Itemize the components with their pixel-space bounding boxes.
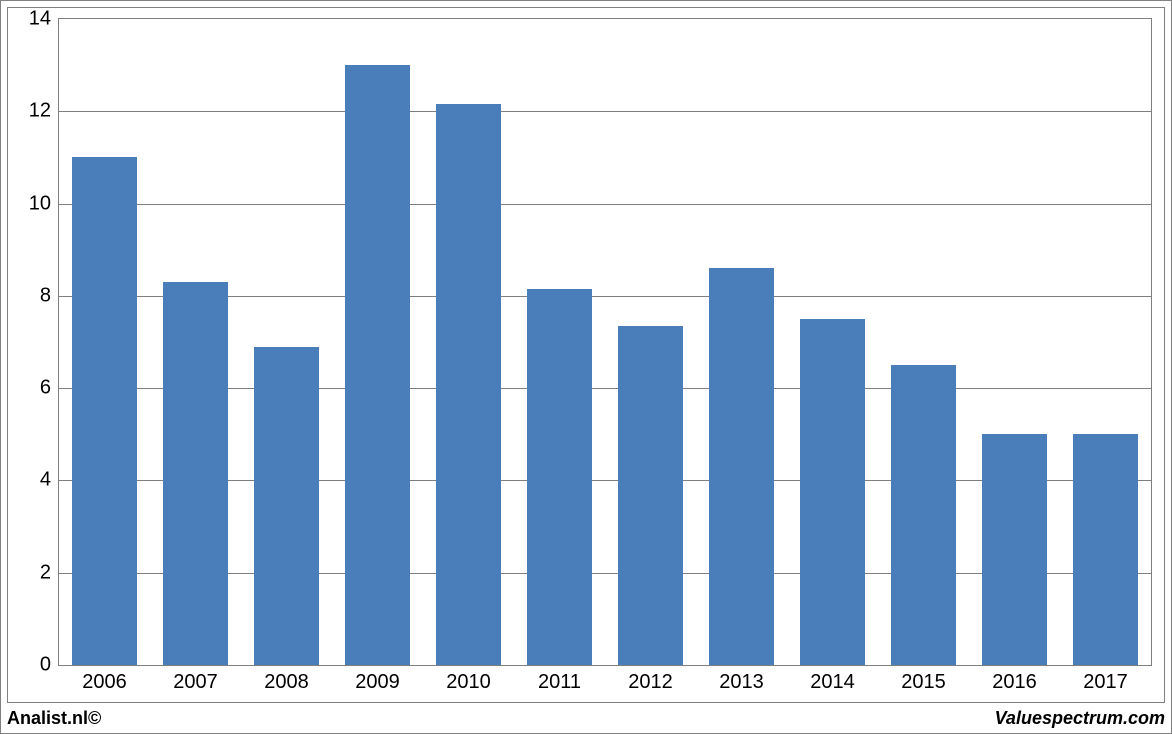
footer-right-label: Valuespectrum.com	[995, 708, 1165, 729]
bar	[163, 282, 229, 665]
x-tick-label: 2008	[264, 665, 309, 694]
x-tick-label: 2009	[355, 665, 400, 694]
x-tick-label: 2017	[1083, 665, 1128, 694]
y-tick-label: 8	[40, 284, 59, 307]
y-tick-label: 6	[40, 377, 59, 400]
x-tick-label: 2007	[173, 665, 218, 694]
x-tick-label: 2010	[446, 665, 491, 694]
y-tick-label: 10	[29, 192, 59, 215]
chart-frame: 0 2 4 6 8 10 12 14 2006 2007 2008 2009 2010 2011 2012 2…	[7, 7, 1165, 703]
bar	[254, 347, 320, 665]
y-tick-label: 4	[40, 469, 59, 492]
x-tick-label: 2011	[538, 665, 581, 694]
y-tick-label: 0	[40, 654, 59, 677]
x-tick-label: 2013	[719, 665, 764, 694]
bar	[345, 65, 411, 665]
x-tick-label: 2012	[628, 665, 673, 694]
x-tick-label: 2006	[82, 665, 127, 694]
bar	[982, 434, 1048, 665]
bar	[72, 157, 138, 665]
bar	[891, 365, 957, 665]
bar	[436, 104, 502, 665]
grid-line	[59, 204, 1151, 205]
footer-left-label: Analist.nl©	[7, 708, 101, 729]
y-tick-label: 14	[29, 8, 59, 31]
bar	[800, 319, 866, 665]
x-tick-label: 2014	[810, 665, 855, 694]
chart-container: 0 2 4 6 8 10 12 14 2006 2007 2008 2009 2010 2011 2012 2…	[0, 0, 1172, 734]
y-tick-label: 12	[29, 100, 59, 123]
bar	[709, 268, 775, 665]
grid-line	[59, 111, 1151, 112]
bar	[618, 326, 684, 665]
bar	[1073, 434, 1139, 665]
y-tick-label: 2	[40, 561, 59, 584]
plot-area: 0246810121420062007200820092010201120122…	[58, 18, 1152, 666]
x-tick-label: 2016	[992, 665, 1037, 694]
x-tick-label: 2015	[901, 665, 946, 694]
bar	[527, 289, 593, 665]
